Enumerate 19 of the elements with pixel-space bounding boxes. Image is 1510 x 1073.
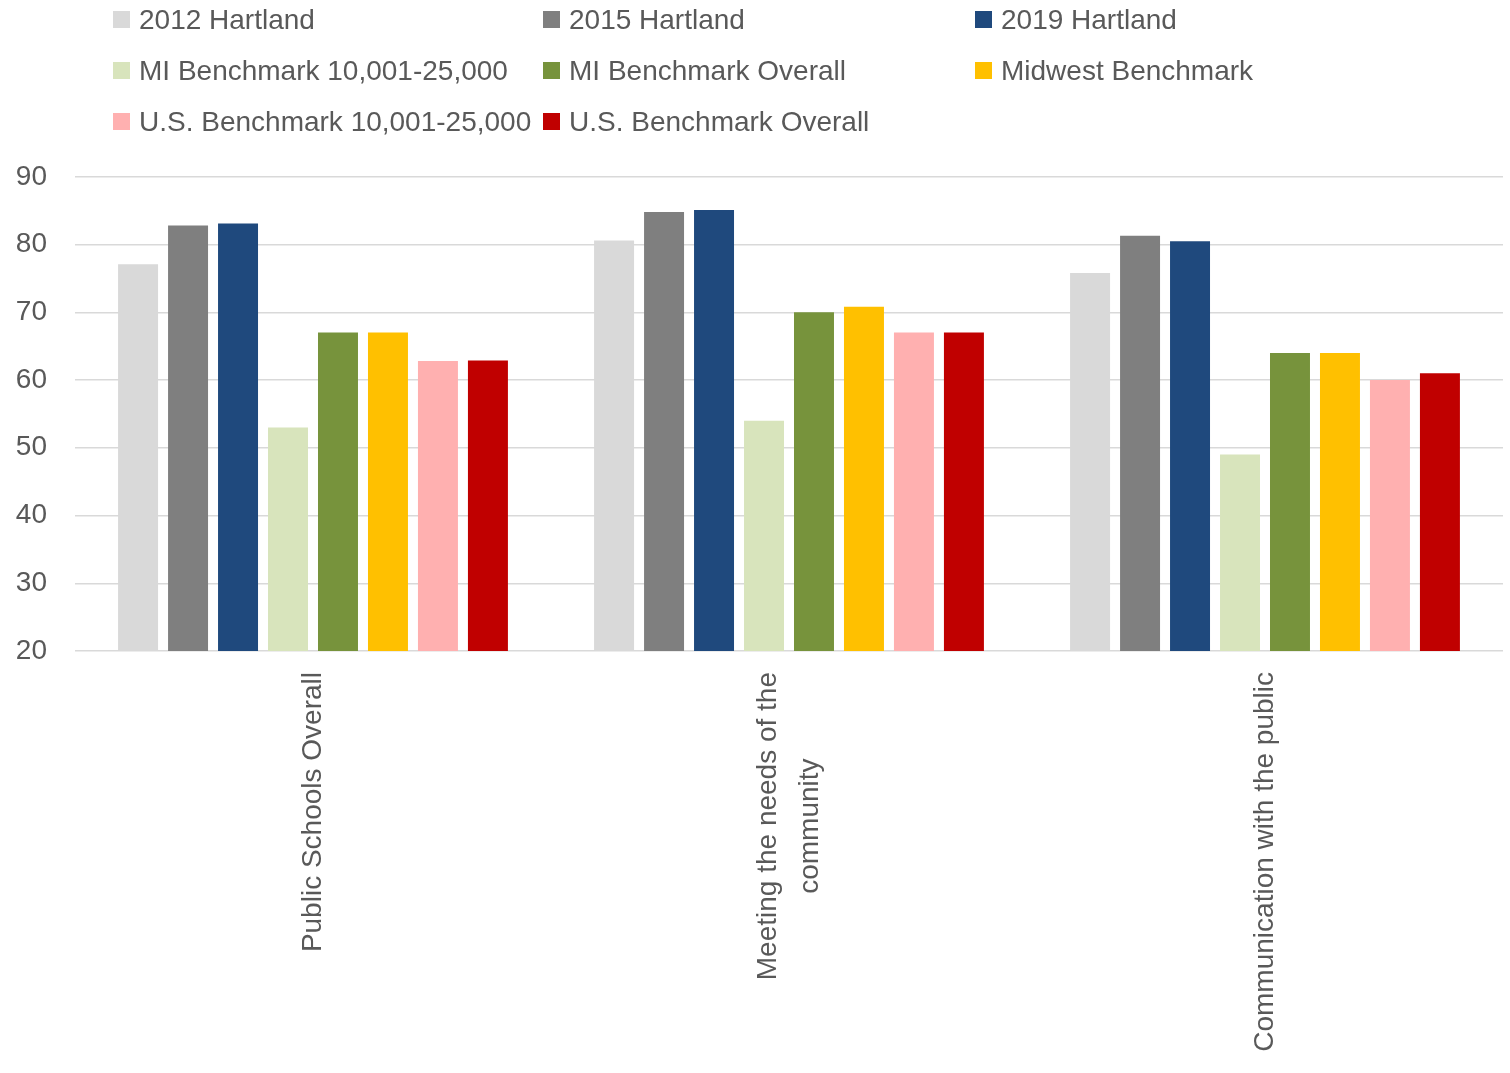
x-tick-label: Meeting the needs of the community xyxy=(750,672,824,981)
y-tick-label: 50 xyxy=(15,430,47,462)
y-tick-label: 40 xyxy=(15,498,47,530)
y-tick-label: 30 xyxy=(15,565,47,597)
y-tick-label: 90 xyxy=(15,159,47,191)
legend-label: U.S. Benchmark Overall xyxy=(569,105,870,138)
legend-label: 2015 Hartland xyxy=(569,3,745,36)
legend-label: MI Benchmark 10,001-25,000 xyxy=(139,54,508,87)
y-tick-label: 60 xyxy=(15,362,47,394)
y-tick-label: 80 xyxy=(15,227,47,259)
legend-label: 2012 Hartland xyxy=(139,3,315,36)
x-tick-label: Public Schools Overall xyxy=(295,672,327,953)
legend-label: Midwest Benchmark xyxy=(1001,54,1254,87)
legend-label: U.S. Benchmark 10,001-25,000 xyxy=(139,105,532,138)
y-tick-label: 70 xyxy=(15,295,47,326)
legend-label: MI Benchmark Overall xyxy=(569,54,846,87)
x-tick-label: Communication with the public xyxy=(1247,671,1279,1052)
legend-label: 2019 Hartland xyxy=(1001,3,1177,36)
y-tick-label: 20 xyxy=(15,633,47,665)
